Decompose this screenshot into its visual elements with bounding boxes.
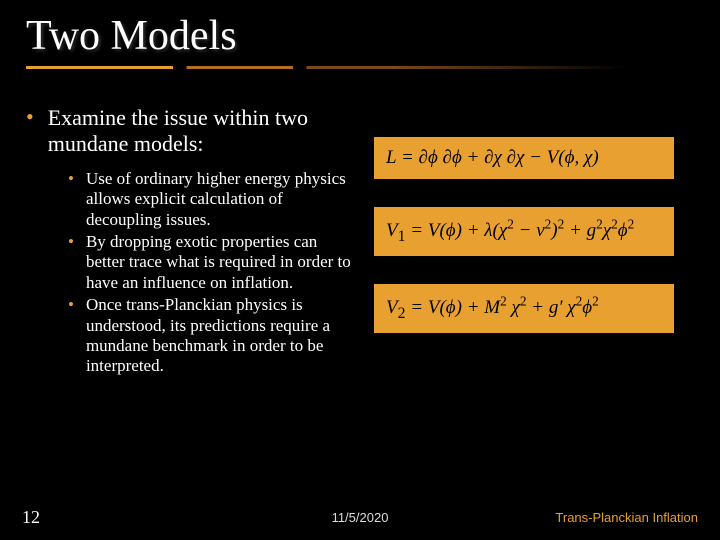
bullet-dot-icon: • — [26, 105, 34, 129]
sub-bullet: • Use of ordinary higher energy physics … — [68, 169, 356, 230]
equation-box-1: L = ∂ϕ ∂ϕ + ∂χ ∂χ − V(ϕ, χ) — [374, 137, 674, 179]
sub-bullet: • Once trans-Planckian physics is unders… — [68, 295, 356, 377]
sub-bullet-list: • Use of ordinary higher energy physics … — [26, 169, 356, 377]
sub-bullet-text: Use of ordinary higher energy physics al… — [86, 169, 356, 230]
sub-bullet: • By dropping exotic properties can bett… — [68, 232, 356, 293]
page-title: Two Models — [26, 12, 694, 60]
equation-text: V2 = V(ϕ) + M2 χ2 + g' χ2ϕ2 — [386, 297, 599, 318]
main-bullet-text: Examine the issue within two mundane mod… — [48, 105, 356, 157]
bullet-dot-icon: • — [68, 232, 74, 252]
footer-title: Trans-Planckian Inflation — [555, 510, 698, 525]
footer: 12 11/5/2020 Trans-Planckian Inflation — [0, 507, 720, 528]
bullet-dot-icon: • — [68, 169, 74, 189]
sub-bullet-text: By dropping exotic properties can better… — [86, 232, 356, 293]
left-column: • Examine the issue within two mundane m… — [26, 105, 356, 379]
sub-bullet-text: Once trans-Planckian physics is understo… — [86, 295, 356, 377]
slide-number: 12 — [22, 507, 40, 528]
equation-box-2: V1 = V(ϕ) + λ(χ2 − ν2)2 + g2χ2ϕ2 — [374, 207, 674, 256]
content-row: • Examine the issue within two mundane m… — [26, 105, 694, 379]
slide-container: Two Models • Examine the issue within tw… — [0, 0, 720, 540]
equation-text: V1 = V(ϕ) + λ(χ2 − ν2)2 + g2χ2ϕ2 — [386, 220, 634, 241]
footer-date: 11/5/2020 — [332, 510, 389, 525]
main-bullet: • Examine the issue within two mundane m… — [26, 105, 356, 157]
title-divider — [26, 66, 694, 69]
equation-box-3: V2 = V(ϕ) + M2 χ2 + g' χ2ϕ2 — [374, 284, 674, 333]
equation-text: L = ∂ϕ ∂ϕ + ∂χ ∂χ − V(ϕ, χ) — [386, 147, 599, 168]
bullet-dot-icon: • — [68, 295, 74, 315]
right-column: L = ∂ϕ ∂ϕ + ∂χ ∂χ − V(ϕ, χ) V1 = V(ϕ) + … — [374, 105, 694, 379]
